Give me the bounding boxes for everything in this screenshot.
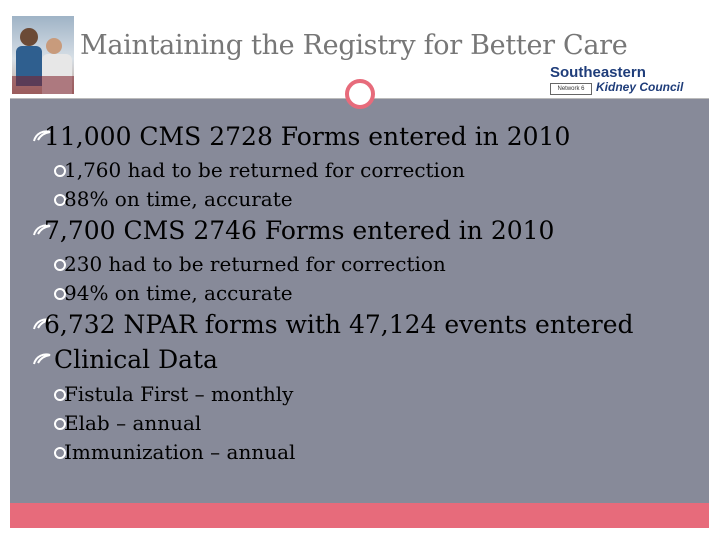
bullet-cms2728-returned: 1,760 had to be returned for correction	[64, 158, 465, 182]
bullet-elab: Elab – annual	[64, 411, 202, 435]
header-photo	[12, 16, 74, 94]
bullet-clinical-data: Clinical Data	[54, 345, 218, 374]
slide-header: Maintaining the Registry for Better Care…	[10, 10, 709, 98]
slide: Maintaining the Registry for Better Care…	[10, 10, 709, 528]
logo-sub: Network 6	[550, 83, 592, 95]
bullet-cms2728: 11,000 CMS 2728 Forms entered in 2010	[44, 122, 571, 151]
swirl-bullet-icon	[33, 353, 51, 365]
bullet-cms2728-ontime: 88% on time, accurate	[64, 187, 293, 211]
ring-bullet-icon	[54, 165, 66, 177]
bottom-accent-bar	[10, 503, 709, 528]
bullet-cms2746-ontime: 94% on time, accurate	[64, 281, 293, 305]
bullet-immunization: Immunization – annual	[64, 440, 296, 464]
slide-title: Maintaining the Registry for Better Care	[80, 30, 628, 61]
bullet-cms2746: 7,700 CMS 2746 Forms entered in 2010	[44, 216, 555, 245]
kidney-council-logo: Southeastern Network 6 Kidney Council	[546, 64, 696, 98]
ring-bullet-icon	[54, 288, 66, 300]
swirl-bullet-icon	[33, 224, 51, 236]
ring-bullet-icon	[54, 194, 66, 206]
logo-name: Southeastern	[550, 64, 646, 81]
content-panel	[10, 99, 709, 503]
ring-bullet-icon	[54, 259, 66, 271]
bullet-npar: 6,732 NPAR forms with 47,124 events ente…	[44, 310, 634, 339]
bullet-fistula-first: Fistula First – monthly	[64, 382, 294, 406]
swirl-bullet-icon	[33, 318, 51, 330]
ring-ornament	[345, 79, 375, 109]
logo-tagline: Kidney Council	[596, 80, 684, 94]
bullet-cms2746-returned: 230 had to be returned for correction	[64, 252, 446, 276]
swirl-bullet-icon	[33, 130, 51, 142]
ring-bullet-icon	[54, 389, 66, 401]
ring-bullet-icon	[54, 447, 66, 459]
ring-bullet-icon	[54, 418, 66, 430]
